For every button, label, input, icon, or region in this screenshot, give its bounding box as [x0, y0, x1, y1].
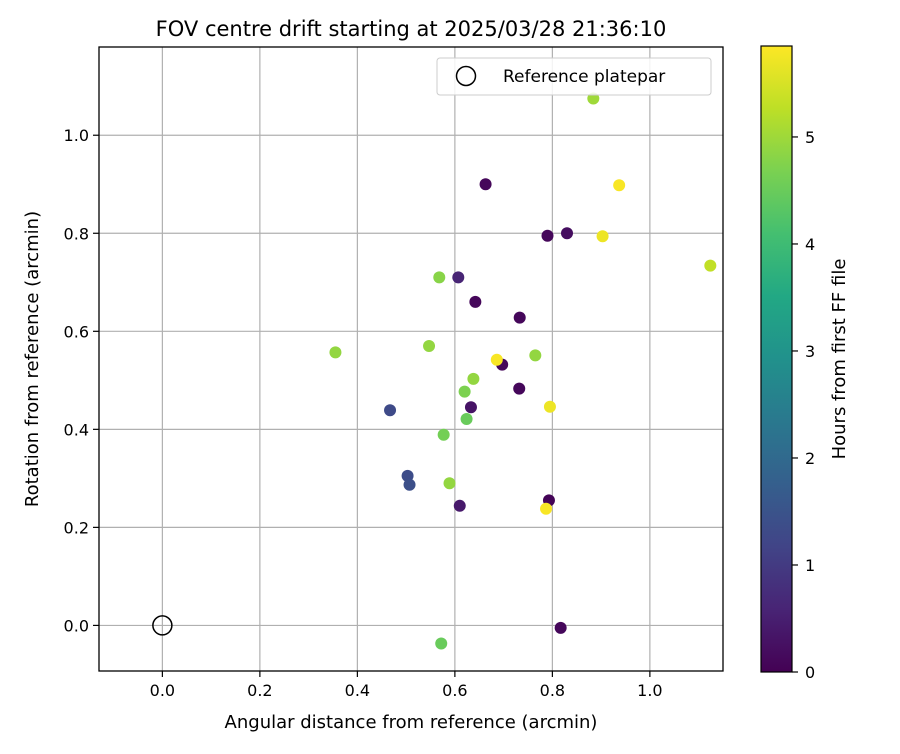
data-point	[435, 637, 448, 650]
x-tick-label: 0.8	[540, 681, 565, 700]
data-point	[529, 349, 542, 362]
data-point	[464, 401, 477, 414]
data-point	[596, 230, 609, 243]
data-point	[403, 478, 416, 491]
reference-platepar-marker	[152, 615, 173, 636]
data-points	[329, 92, 717, 650]
x-tick-label: 0.2	[247, 681, 272, 700]
legend-marker-icon	[455, 65, 477, 87]
y-axis-ticks: 0.0 0.2 0.4 0.6 0.8 1.0	[64, 126, 99, 635]
x-tick-label: 0.6	[442, 681, 467, 700]
data-point	[452, 271, 465, 284]
grid-lines	[99, 47, 723, 671]
x-tick-label: 0.4	[345, 681, 370, 700]
data-point	[704, 259, 717, 272]
data-point	[561, 227, 573, 240]
data-point	[469, 295, 482, 308]
x-axis-label: Angular distance from reference (arcmin)	[225, 712, 598, 733]
data-point	[329, 346, 342, 359]
data-point	[613, 179, 626, 192]
x-tick-label: 0.0	[150, 681, 175, 700]
y-axis-label: Rotation from reference (arcmin)	[22, 211, 43, 507]
data-point	[513, 382, 526, 395]
legend-label: Reference platepar	[503, 67, 665, 87]
colorbar-tick-label: 4	[805, 235, 815, 254]
data-point	[490, 353, 503, 366]
x-tick-label: 1.0	[637, 681, 662, 700]
data-point	[433, 271, 446, 284]
y-tick-label: 0.2	[64, 518, 89, 537]
plot-frame	[98, 46, 724, 672]
data-point	[554, 621, 567, 634]
data-point	[437, 428, 450, 441]
data-point	[458, 385, 471, 398]
x-axis-ticks: 0.0 0.2 0.4 0.6 0.8 1.0	[150, 671, 663, 700]
data-point	[443, 477, 456, 490]
chart-title: FOV centre drift starting at 2025/03/28 …	[156, 17, 667, 41]
data-point	[513, 311, 526, 324]
y-tick-label: 0.8	[64, 224, 89, 243]
colorbar-ticks: 0 1 2 3 4 5	[792, 128, 815, 682]
data-point	[384, 404, 397, 417]
y-tick-label: 0.6	[64, 322, 89, 341]
colorbar-tick-label: 3	[805, 342, 815, 361]
data-point	[460, 413, 473, 426]
y-tick-label: 0.4	[64, 420, 89, 439]
data-point	[540, 502, 553, 515]
colorbar-tick-label: 0	[805, 663, 815, 682]
legend: Reference platepar	[436, 57, 712, 96]
y-tick-label: 0.0	[64, 616, 89, 635]
data-point	[467, 372, 480, 385]
data-point	[479, 178, 492, 191]
colorbar: 0 1 2 3 4 5 Hours from first FF file	[760, 45, 850, 682]
colorbar-gradient	[760, 45, 793, 673]
colorbar-tick-label: 1	[805, 556, 815, 575]
colorbar-tick-label: 5	[805, 128, 815, 147]
data-point	[453, 499, 466, 512]
data-point	[423, 340, 436, 353]
y-tick-label: 1.0	[64, 126, 89, 145]
data-point	[541, 229, 554, 242]
colorbar-label: Hours from first FF file	[829, 259, 850, 460]
legend-box	[436, 57, 712, 96]
colorbar-tick-label: 2	[805, 449, 815, 468]
data-point	[543, 400, 556, 413]
